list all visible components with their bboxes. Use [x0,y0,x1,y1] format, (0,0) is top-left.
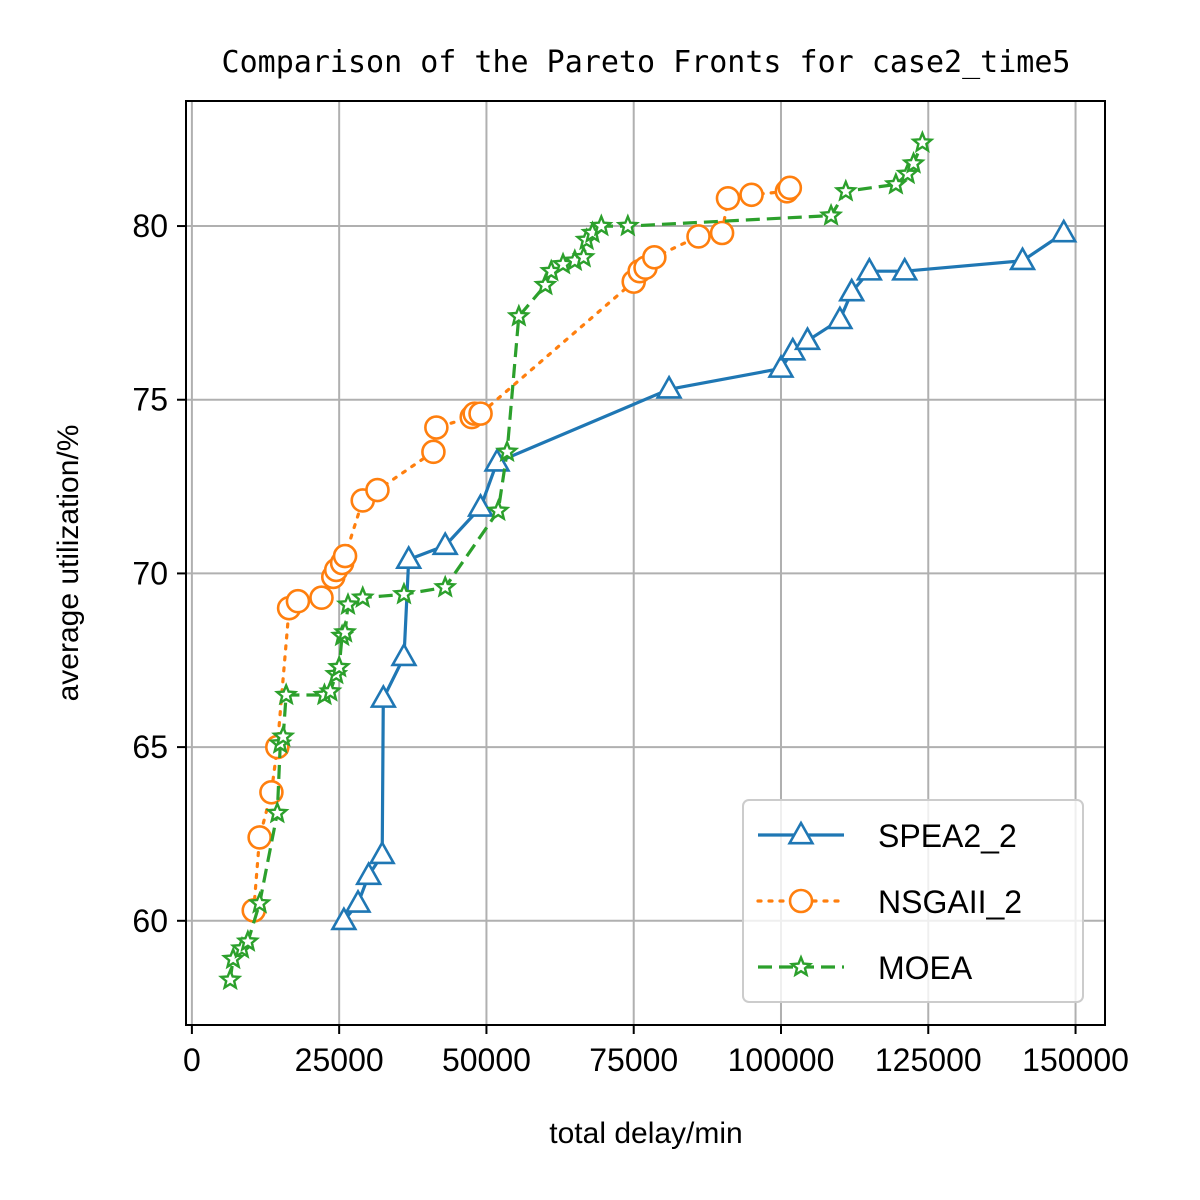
data-point [589,213,614,237]
y-tick-label: 75 [132,382,168,418]
data-point [615,213,640,237]
data-point [571,244,596,268]
data-point [421,439,446,465]
x-tick-label: 0 [183,1042,201,1078]
data-point [767,353,795,378]
x-tick-label: 50000 [442,1042,531,1078]
data-point [235,928,260,952]
data-point [642,245,667,270]
data-point [895,161,920,185]
y-tick-label: 65 [132,729,168,765]
legend-box [742,799,1084,1003]
series-SPEA2_2 [330,218,1078,931]
data-point [332,543,358,569]
data-point [365,477,390,503]
legend: SPEA2_2 NSGAII_2 MOEA [742,799,1084,1003]
data-point [350,585,375,609]
legend-marker [788,888,814,914]
data-point [390,642,418,667]
data-point [247,890,272,914]
data-point [533,272,558,296]
legend-label: NSGAII_2 [878,884,1022,920]
data-point [221,946,246,970]
plot-area [185,100,1106,1026]
data-point [818,202,844,226]
data-point [486,498,511,522]
legend-label: MOEA [878,950,973,986]
data-point [506,303,531,327]
chart-title: Comparison of the Pareto Fronts for case… [222,45,1071,80]
series-MOEA [218,129,935,991]
x-tick-label: 75000 [589,1042,678,1078]
data-point [686,224,711,249]
data-point [354,860,383,886]
x-tick-label: 100000 [728,1042,835,1078]
legend-entry: SPEA2_2 [758,818,1017,854]
data-point [330,906,358,931]
data-point [1008,246,1037,271]
x-tick-label: 150000 [1022,1042,1129,1078]
legend-label: SPEA2_2 [878,818,1017,854]
axes-frame [185,100,1106,1026]
data-point [891,256,919,281]
data-point [433,574,458,598]
series-layer [218,129,1078,991]
y-tick-label: 70 [132,555,168,591]
y-axis: 60 65 70 75 80 [132,208,186,939]
y-axis-label: average utilization/% [52,425,85,702]
data-point [468,401,493,426]
legend-marker [787,820,815,845]
data-point [739,182,764,208]
data-point [344,888,372,913]
legend-entry: MOEA [758,950,973,986]
data-point [332,619,358,643]
data-point [494,439,520,463]
data-point [309,585,334,611]
data-point [218,967,243,991]
data-point [709,220,735,246]
data-point [391,581,417,605]
data-point [271,723,296,747]
data-point [424,415,449,440]
data-point [793,326,822,351]
data-point [1050,218,1078,243]
data-point [265,800,290,824]
legend-marker [788,954,814,978]
data-point [247,825,272,850]
data-point [483,447,511,472]
data-point [466,492,495,517]
data-point [826,305,854,330]
y-tick-label: 80 [132,208,168,244]
data-point [833,178,858,202]
data-point [910,129,935,153]
y-tick-label: 60 [132,903,168,939]
data-point [715,185,741,211]
x-axis-label: total delay/min [549,1117,742,1150]
legend-entry: NSGAII_2 [756,884,1022,920]
data-point [855,256,883,281]
x-axis: 0 25000 50000 75000 100000 125000 150000 [183,1025,1129,1078]
data-point [777,175,803,201]
data-point [274,682,299,706]
data-point [368,840,396,865]
data-point [318,678,343,702]
data-point [327,654,352,678]
data-point [335,591,361,615]
data-point [369,683,397,708]
data-point [285,588,311,614]
data-point [901,150,926,174]
x-tick-label: 25000 [295,1042,384,1078]
data-point [655,374,683,399]
x-tick-label: 125000 [875,1042,982,1078]
data-point [838,277,866,302]
data-point [395,544,423,569]
data-point [431,530,459,556]
